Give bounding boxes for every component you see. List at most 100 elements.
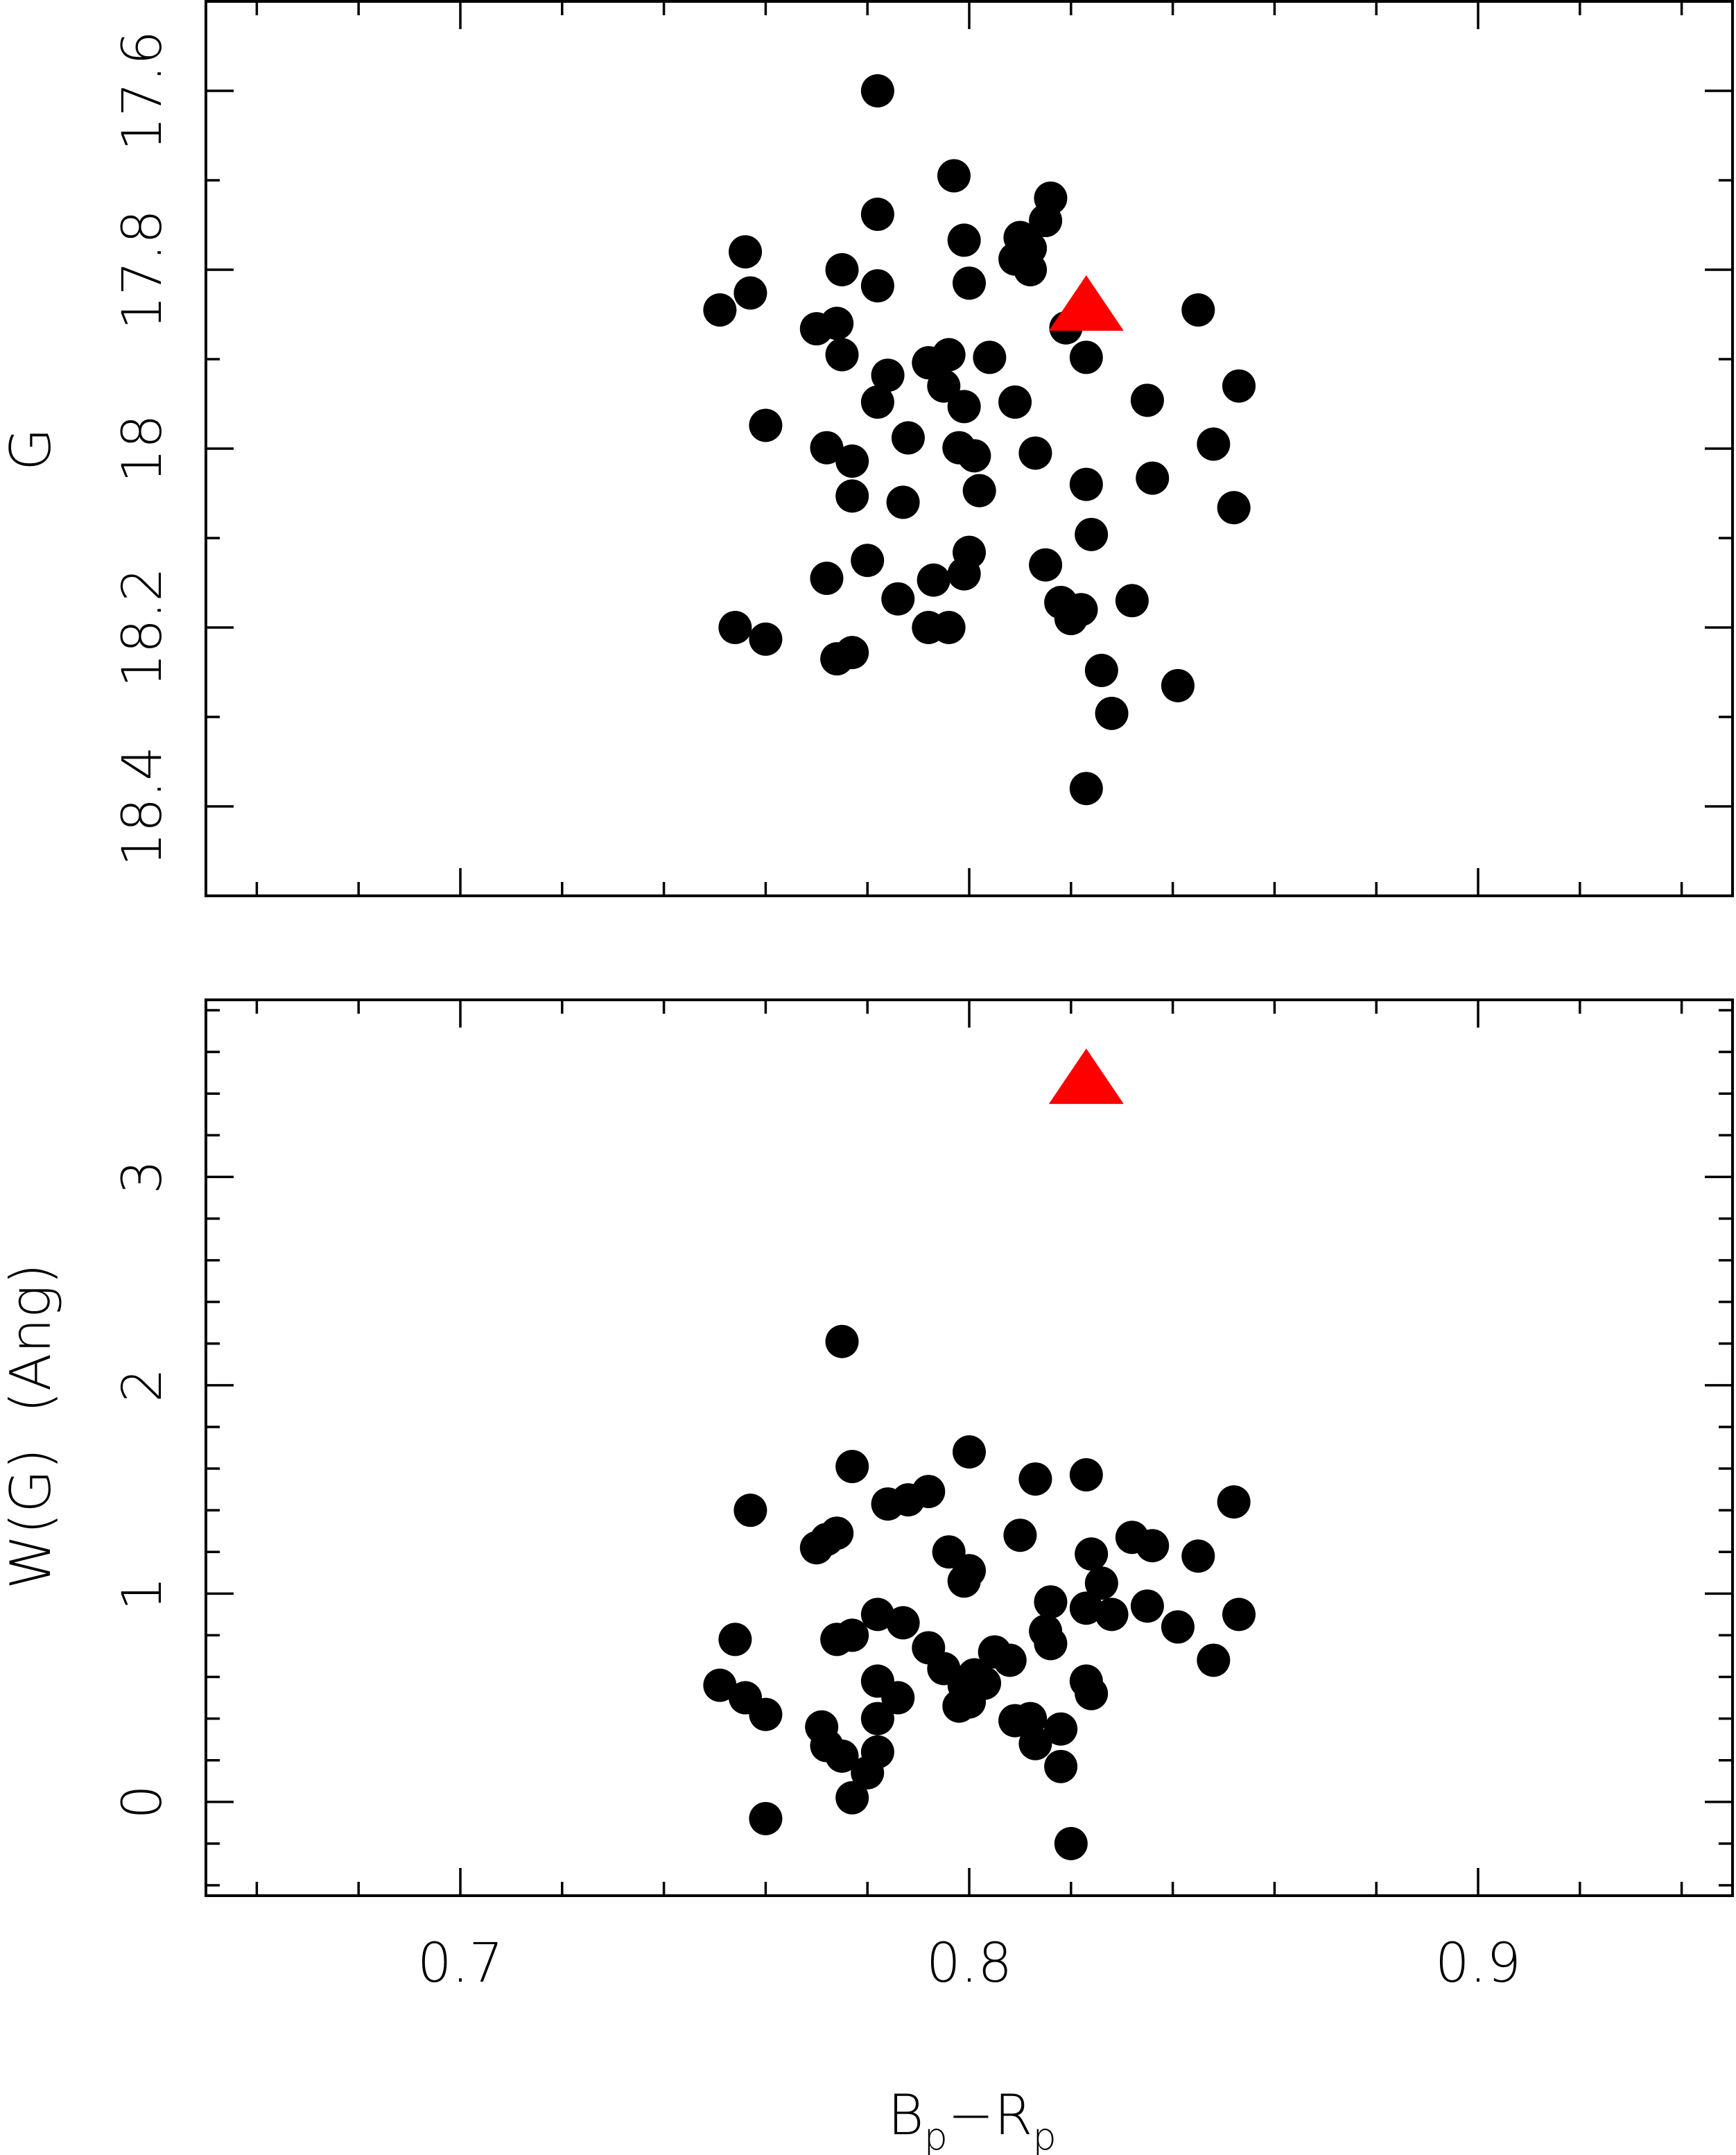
top-point — [734, 276, 767, 310]
top-point — [1084, 653, 1118, 687]
top-point — [825, 253, 859, 286]
bottom-point — [993, 1643, 1027, 1677]
top-point — [1161, 668, 1195, 702]
top-point — [749, 408, 783, 442]
bottom-point — [871, 1487, 905, 1521]
x-axis-label: Bp−Rp — [887, 2083, 1057, 2155]
bottom-point — [1136, 1529, 1170, 1563]
top-point — [917, 563, 951, 597]
bottom-point — [799, 1531, 833, 1565]
bottom-point — [703, 1668, 737, 1702]
top-point — [871, 358, 905, 392]
bottom-point — [1018, 1462, 1052, 1496]
bottom-point — [1075, 1537, 1109, 1571]
bottom-point — [1075, 1677, 1109, 1711]
bottom-point — [1054, 1826, 1088, 1860]
top-point — [1217, 491, 1251, 525]
bottom-point — [942, 1689, 976, 1723]
top-point — [860, 198, 894, 232]
top-point — [718, 611, 752, 644]
top-point — [851, 544, 885, 578]
top-point — [881, 582, 915, 616]
bottom-point — [953, 1435, 986, 1469]
top-point — [1029, 548, 1063, 582]
top-point — [1181, 293, 1215, 327]
panel-bottom-w-vs-color: 0 1 2 3 0.7 0.8 0.9 W(G) (Ang) — [0, 998, 1734, 1995]
top-point — [860, 269, 894, 303]
top-point — [947, 223, 981, 257]
bottom-point — [718, 1622, 752, 1656]
top-point — [1130, 383, 1164, 417]
bottom-point — [1044, 1712, 1078, 1746]
bottom-point — [734, 1494, 767, 1527]
bottom-point — [1069, 1458, 1103, 1492]
x-tick-label: 0.9 — [1435, 1932, 1521, 1995]
top-y-tick-label: 17.8 — [112, 209, 174, 330]
top-point — [1197, 427, 1231, 461]
bottom-point — [860, 1702, 894, 1736]
bottom-point — [1095, 1598, 1129, 1632]
top-point — [799, 312, 833, 346]
bottom-point — [1222, 1598, 1256, 1632]
bottom-point — [1069, 1591, 1103, 1625]
top-point — [947, 390, 981, 424]
x-tick-label: 0.7 — [417, 1932, 503, 1995]
top-point — [1115, 584, 1149, 618]
bottom-tick-marks — [206, 1000, 1733, 1896]
top-point — [947, 557, 981, 591]
bottom-point — [749, 1801, 783, 1835]
bottom-point — [851, 1756, 885, 1790]
top-point — [962, 474, 996, 508]
top-point — [810, 431, 844, 465]
top-point — [860, 385, 894, 419]
bottom-point — [1003, 1518, 1037, 1552]
top-point — [998, 385, 1032, 419]
bottom-point — [820, 1622, 854, 1656]
top-y-tick-label: 18 — [112, 414, 174, 483]
bottom-point — [1197, 1643, 1231, 1677]
top-point — [927, 369, 961, 403]
top-y-tick-labels: 17.6 17.8 18 18.2 18.4 — [112, 31, 174, 867]
top-point — [957, 439, 991, 473]
bottom-y-axis-label: W(G) (Ang) — [0, 1263, 63, 1589]
bottom-point — [1161, 1610, 1195, 1644]
bottom-x-tick-labels: 0.7 0.8 0.9 — [417, 1932, 1521, 1995]
top-point — [886, 485, 920, 519]
top-tick-marks — [206, 0, 1733, 897]
bottom-point — [825, 1324, 859, 1358]
panel-top-g-vs-color: 17.6 17.8 18 18.2 18.4 G — [0, 0, 1734, 897]
bottom-point — [886, 1606, 920, 1640]
bottom-point — [947, 1564, 981, 1598]
top-point — [810, 562, 844, 596]
bottom-point — [1181, 1539, 1215, 1573]
top-point — [729, 235, 763, 269]
bottom-y-tick-label: 0 — [112, 1785, 174, 1819]
top-point — [1018, 436, 1052, 470]
bottom-point — [1130, 1589, 1164, 1623]
bottom-highlight-triangle — [1048, 1048, 1124, 1105]
bottom-point — [1014, 1702, 1048, 1736]
bottom-y-tick-label: 3 — [112, 1160, 174, 1195]
top-point — [1069, 340, 1103, 374]
top-point — [703, 293, 737, 327]
top-point — [973, 340, 1007, 374]
bottom-point — [1034, 1627, 1068, 1661]
top-point — [1136, 461, 1170, 495]
bottom-point — [1034, 1585, 1068, 1619]
top-point — [1014, 253, 1048, 286]
bottom-point — [1217, 1485, 1251, 1519]
top-point — [1069, 467, 1103, 501]
top-point — [835, 444, 869, 478]
bottom-y-tick-label: 2 — [112, 1368, 174, 1403]
top-point — [749, 622, 783, 656]
top-y-tick-label: 18.4 — [112, 746, 174, 867]
bottom-point — [749, 1697, 783, 1731]
top-point — [891, 421, 925, 455]
bottom-point — [881, 1681, 915, 1715]
top-point — [937, 159, 971, 193]
top-point — [860, 74, 894, 107]
bottom-y-tick-labels: 0 1 2 3 — [112, 1160, 174, 1819]
top-point — [1095, 696, 1129, 730]
bottom-y-tick-label: 1 — [112, 1577, 174, 1611]
